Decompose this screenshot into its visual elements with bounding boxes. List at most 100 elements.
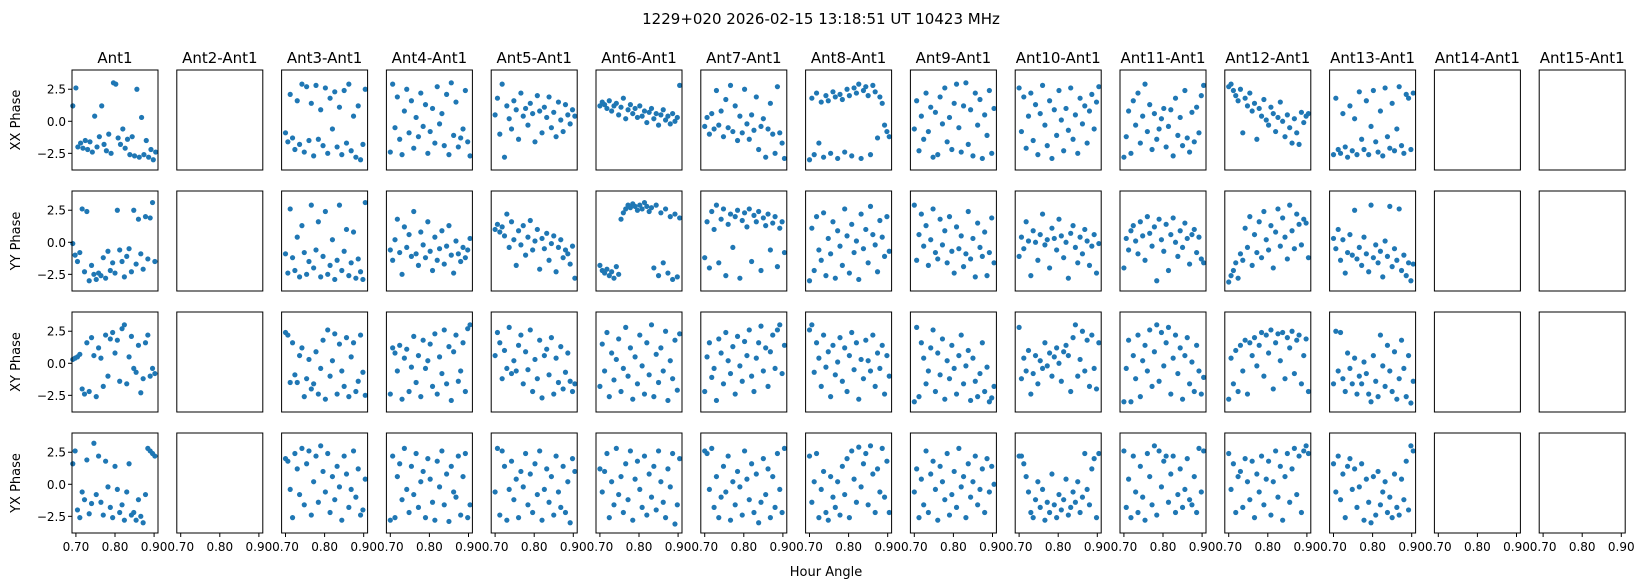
data-point	[387, 149, 393, 155]
data-point	[315, 136, 321, 142]
data-point	[1072, 244, 1078, 251]
x-tick-label: 0.90	[979, 540, 1006, 554]
data-point	[823, 93, 829, 99]
data-point	[753, 355, 759, 361]
data-point	[313, 247, 319, 253]
y-tick-label: −2.5	[37, 147, 66, 161]
data-point	[1294, 130, 1300, 136]
data-point	[120, 126, 126, 132]
data-point	[518, 332, 524, 338]
data-point	[911, 489, 917, 495]
data-point	[439, 110, 445, 117]
axes-frame	[1224, 311, 1312, 413]
data-point	[704, 450, 710, 457]
data-point	[837, 512, 843, 518]
data-point	[1282, 376, 1288, 382]
data-point	[1251, 231, 1258, 238]
data-point	[914, 257, 920, 263]
data-point	[977, 96, 983, 103]
data-point	[839, 463, 845, 469]
data-point	[665, 466, 671, 472]
data-point	[944, 450, 950, 457]
data-point	[458, 258, 464, 265]
data-point	[1072, 322, 1078, 328]
data-point	[555, 379, 562, 386]
data-point	[818, 383, 824, 389]
data-point	[1354, 391, 1360, 397]
data-point	[555, 489, 562, 495]
data-point	[832, 372, 838, 378]
data-point	[1405, 95, 1412, 101]
data-point	[1282, 134, 1288, 140]
data-point	[825, 235, 831, 242]
data-point	[1133, 489, 1139, 495]
subplot	[281, 311, 369, 413]
subplot	[385, 190, 473, 292]
data-point	[662, 206, 669, 212]
subplot: 0.70 0.80 0.90	[167, 432, 272, 554]
data-point	[294, 98, 300, 104]
data-point	[623, 116, 629, 122]
data-point	[634, 458, 641, 464]
data-point	[863, 226, 869, 233]
data-point	[1258, 329, 1265, 336]
data-point	[820, 210, 827, 216]
y-axis-label: YX Phase	[9, 453, 24, 514]
data-point	[651, 463, 657, 469]
data-point	[394, 473, 400, 480]
data-point	[339, 152, 345, 158]
data-point	[425, 358, 431, 364]
data-point	[1256, 342, 1262, 348]
subplot	[1433, 311, 1521, 413]
data-point	[725, 125, 731, 131]
data-point	[881, 494, 888, 500]
data-point	[989, 463, 995, 469]
data-point	[960, 473, 967, 480]
data-point	[296, 274, 303, 280]
y-tick-label: 2.5	[47, 325, 66, 339]
data-point	[975, 394, 981, 400]
data-point	[1086, 262, 1093, 268]
data-point	[660, 368, 666, 374]
data-point	[986, 489, 992, 495]
data-point	[644, 340, 650, 346]
data-point	[1025, 238, 1032, 244]
data-point	[301, 249, 307, 256]
data-point	[911, 126, 917, 132]
data-point	[946, 512, 953, 518]
data-point	[1177, 228, 1183, 234]
data-point	[1196, 368, 1202, 374]
data-point	[1275, 494, 1281, 500]
data-point	[467, 235, 473, 242]
data-point	[1298, 242, 1305, 248]
data-point	[1298, 509, 1305, 516]
panel-grid: Ant1 Ant2-Ant1 Ant3-Ant1 Ant4-Ant1 Ant5-Ant1…	[9, 49, 1635, 554]
subplot	[1119, 190, 1207, 292]
data-point	[1021, 94, 1027, 100]
data-point	[392, 350, 398, 356]
data-point	[653, 351, 659, 357]
data-point	[422, 365, 429, 372]
data-point	[1168, 107, 1174, 113]
data-point	[774, 84, 781, 90]
data-point	[1158, 329, 1165, 336]
data-point	[1161, 248, 1167, 254]
y-tick-label: −2.5	[37, 510, 66, 524]
data-point	[142, 491, 149, 498]
data-point	[809, 95, 815, 101]
data-point	[287, 379, 293, 386]
data-point	[287, 206, 293, 212]
data-point	[646, 471, 652, 477]
data-point	[413, 114, 419, 121]
data-point	[986, 249, 992, 256]
data-point	[494, 221, 501, 227]
data-point	[1163, 144, 1169, 150]
data-point	[856, 444, 862, 450]
data-point	[95, 345, 102, 351]
data-point	[604, 450, 610, 457]
data-point	[355, 256, 361, 262]
axes-frame	[281, 69, 369, 171]
data-point	[560, 463, 566, 469]
data-point	[515, 136, 522, 142]
data-point	[308, 202, 314, 208]
